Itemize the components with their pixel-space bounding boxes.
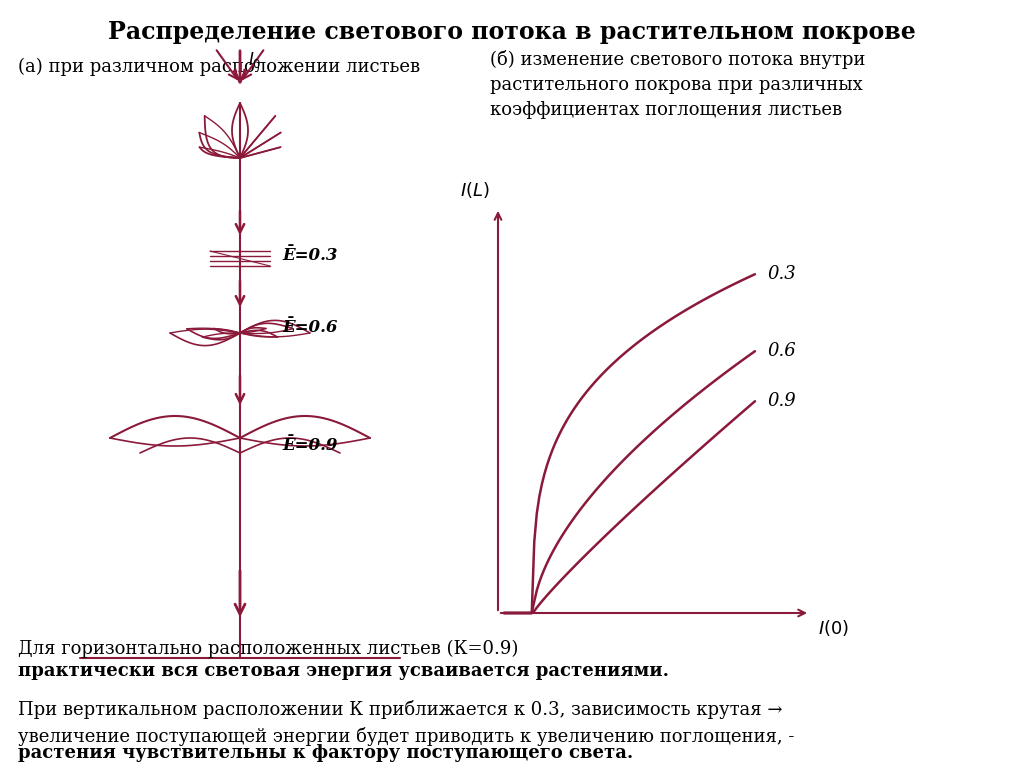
Text: При вертикальном расположении К приближается к 0.3, зависимость крутая →
увеличе: При вертикальном расположении К приближа… bbox=[18, 700, 795, 746]
Text: Ē=0.3: Ē=0.3 bbox=[282, 247, 338, 264]
Text: (б) изменение светового потока внутри
растительного покрова при различных
коэффи: (б) изменение светового потока внутри ра… bbox=[490, 50, 865, 119]
Text: 0.3: 0.3 bbox=[767, 265, 796, 283]
Text: 0.6: 0.6 bbox=[767, 343, 796, 360]
Text: $I_0$: $I_0$ bbox=[248, 50, 261, 70]
Text: растения чувствительны к фактору поступающего света.: растения чувствительны к фактору поступа… bbox=[18, 744, 633, 762]
Text: практически вся световая энергия усваивается растениями.: практически вся световая энергия усваива… bbox=[18, 662, 669, 680]
Text: Распределение светового потока в растительном покрове: Распределение светового потока в растите… bbox=[109, 20, 915, 44]
Text: $I(0)$: $I(0)$ bbox=[818, 618, 849, 638]
Text: (а) при различном расположении листьев: (а) при различном расположении листьев bbox=[18, 58, 420, 76]
Text: Ē=0.6: Ē=0.6 bbox=[282, 319, 338, 336]
Text: $I(L)$: $I(L)$ bbox=[460, 180, 490, 200]
Text: Для горизонтально расположенных листьев (К=0.9): Для горизонтально расположенных листьев … bbox=[18, 640, 518, 658]
Text: Ē=0.9: Ē=0.9 bbox=[282, 438, 338, 455]
Text: 0.9: 0.9 bbox=[767, 392, 796, 410]
